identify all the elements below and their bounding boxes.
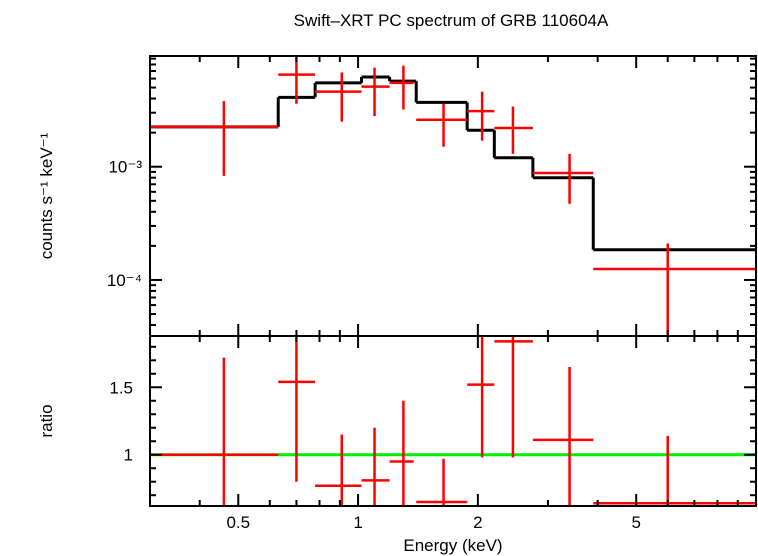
spectrum-data-point [278,56,316,104]
ratio-data-point [150,357,279,506]
ratio-data-points [150,336,756,506]
spectrum-data-point [494,106,533,154]
spectrum-axis-ticks: 10⁻³ 10⁻⁴ [107,56,757,336]
ratio-axes-frame [149,335,757,507]
ratio-data-point [467,336,495,458]
ratio-data-point [532,367,594,506]
ratio-data-point [593,435,756,506]
chart-title: Swift–XRT PC spectrum of GRB 110604A [294,11,609,30]
x-tick-label: 5 [631,513,640,532]
x-tick-label: 1 [353,513,362,532]
x-tick-label: 0.5 [226,513,250,532]
ratio-data-point [278,336,316,482]
spectrum-data-point [467,91,495,141]
ratio-data-point [494,336,533,458]
spectrum-data-points [150,56,756,335]
spectrum-data-point [416,103,468,147]
spectrum-data-point [361,67,390,117]
ratio-panel: 0.5 1 2 5 1 1.5 ratio Energy (keV) [37,335,757,555]
ratio-data-point [416,458,468,506]
y-tick-label: 10⁻³ [108,158,142,177]
spectrum-data-point [389,65,414,110]
spectrum-data-point [532,153,594,204]
spectrum-data-point [593,243,756,335]
spectrum-panel: 10⁻³ 10⁻⁴ counts s⁻¹ keV⁻¹ [37,55,757,337]
y-tick-label: 1.5 [109,378,133,397]
spectrum-ylabel: counts s⁻¹ keV⁻¹ [37,132,56,259]
ratio-data-point [315,434,362,506]
spectrum-data-point [315,72,362,122]
y-tick-label: 10⁻⁴ [107,271,142,290]
spectrum-data-point [150,101,279,176]
ratio-data-point [389,400,414,506]
spectrum-model-step [150,75,756,252]
spectrum-axes-frame [149,55,757,337]
x-tick-label: 2 [473,513,482,532]
ratio-ylabel: ratio [37,404,56,437]
x-axis-label: Energy (keV) [403,536,502,555]
ratio-data-point [361,427,390,506]
y-tick-label: 1 [124,446,133,465]
